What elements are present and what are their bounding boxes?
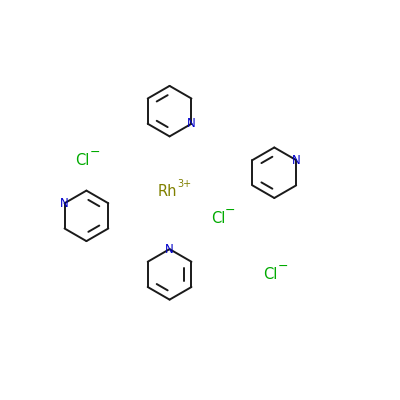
Text: Rh: Rh (158, 184, 177, 199)
Text: N: N (187, 117, 196, 130)
Text: 3+: 3+ (177, 179, 192, 189)
Text: −: − (90, 146, 100, 159)
Text: N: N (165, 243, 174, 256)
Text: N: N (60, 197, 69, 210)
Text: Cl: Cl (263, 267, 277, 282)
Text: Cl: Cl (211, 212, 225, 226)
Text: Cl: Cl (75, 153, 90, 168)
Text: −: − (225, 204, 236, 218)
Text: N: N (292, 154, 300, 167)
Text: −: − (277, 260, 288, 273)
